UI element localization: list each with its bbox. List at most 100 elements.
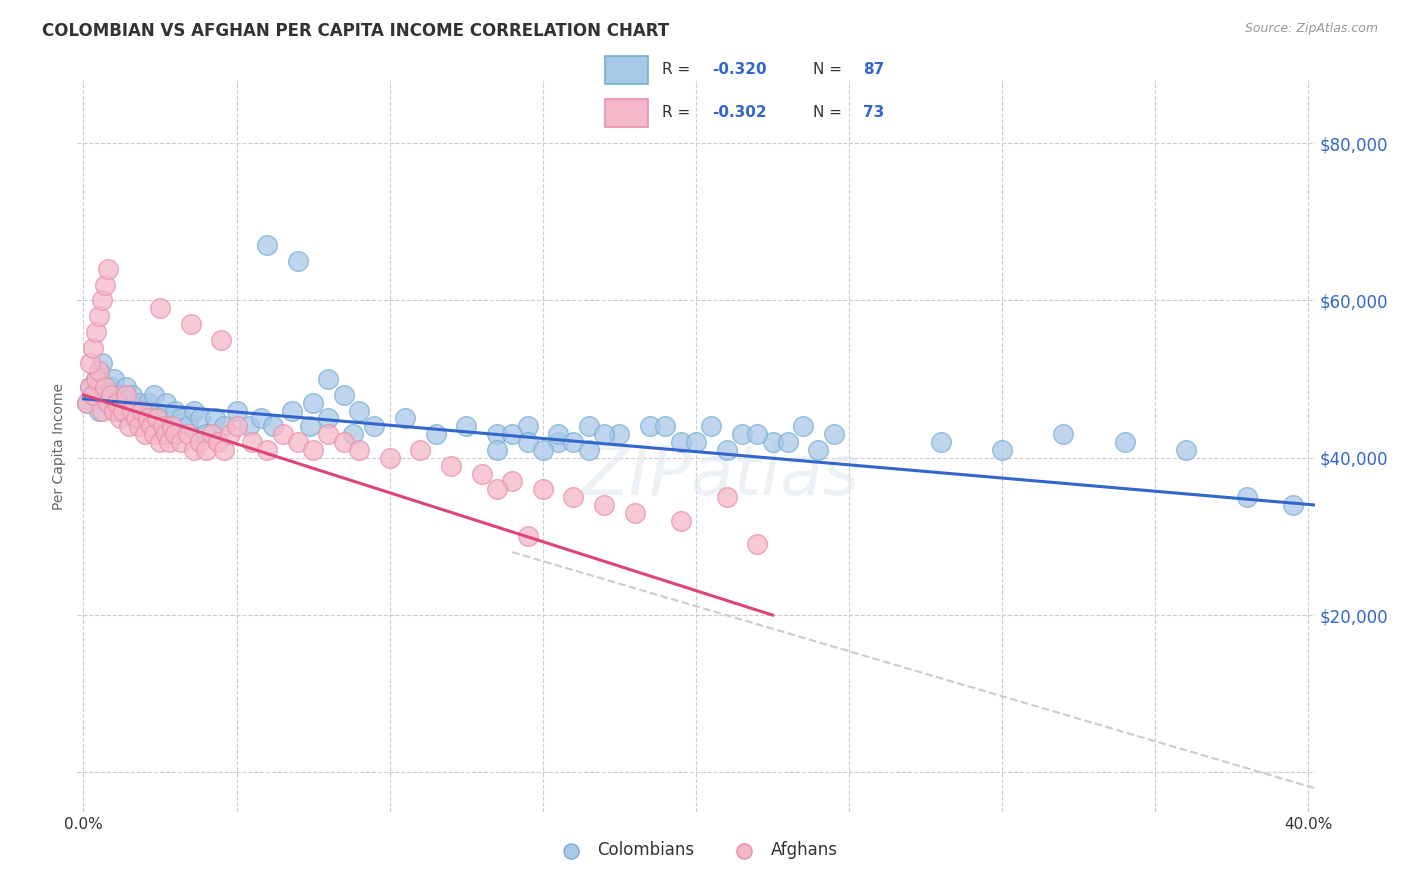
Point <box>1282 498 1305 512</box>
Point <box>165 403 187 417</box>
Point <box>225 403 247 417</box>
Point <box>823 427 845 442</box>
Point <box>440 458 463 473</box>
Point <box>318 372 340 386</box>
Text: R =: R = <box>662 62 696 78</box>
Point <box>136 396 159 410</box>
Point <box>547 435 569 450</box>
Point <box>1236 490 1258 504</box>
Point <box>204 411 226 425</box>
Point <box>485 482 508 496</box>
Point <box>152 419 174 434</box>
Point <box>654 419 676 434</box>
Point <box>115 388 138 402</box>
Point <box>238 419 260 434</box>
Point <box>79 380 101 394</box>
Point <box>747 427 769 442</box>
Point <box>139 419 162 434</box>
Point <box>194 442 217 457</box>
Point <box>124 411 146 425</box>
Point <box>776 435 799 450</box>
Point <box>131 403 153 417</box>
Point <box>347 403 370 417</box>
Point <box>638 419 661 434</box>
Point <box>170 411 193 425</box>
Point <box>112 403 135 417</box>
Point <box>991 442 1014 457</box>
Point <box>669 514 692 528</box>
Point <box>409 442 432 457</box>
Point <box>84 372 107 386</box>
Point <box>76 396 98 410</box>
Text: N =: N = <box>813 105 846 120</box>
Point <box>142 388 165 402</box>
Point <box>578 419 600 434</box>
Point <box>82 388 104 402</box>
Point <box>100 388 122 402</box>
Point <box>378 450 401 465</box>
Point <box>425 427 447 442</box>
Point <box>97 396 120 410</box>
Point <box>609 427 631 442</box>
Point <box>79 380 101 394</box>
Point <box>363 419 385 434</box>
Point <box>225 419 247 434</box>
Text: ZIPatlas: ZIPatlas <box>582 442 859 508</box>
Point <box>299 419 322 434</box>
Text: -0.302: -0.302 <box>713 105 768 120</box>
Point <box>149 411 172 425</box>
Point <box>87 310 110 324</box>
Point <box>183 442 205 457</box>
Point <box>180 317 202 331</box>
Point <box>100 380 122 394</box>
Point <box>136 411 159 425</box>
Point <box>716 442 738 457</box>
Point <box>149 435 172 450</box>
Point <box>146 411 169 425</box>
Point <box>112 396 135 410</box>
Point <box>716 490 738 504</box>
Point <box>94 277 117 292</box>
Point <box>103 372 125 386</box>
Text: 87: 87 <box>863 62 884 78</box>
Point <box>318 427 340 442</box>
Point <box>134 411 156 425</box>
Point <box>105 403 128 417</box>
Point <box>87 364 110 378</box>
Point <box>108 388 131 402</box>
Point <box>108 411 131 425</box>
Point <box>121 403 143 417</box>
Point <box>280 403 302 417</box>
Point <box>128 396 150 410</box>
Point <box>176 419 198 434</box>
Point <box>394 411 416 425</box>
Point <box>214 442 236 457</box>
Point <box>134 427 156 442</box>
Point <box>183 403 205 417</box>
Point <box>302 442 325 457</box>
Point <box>731 427 754 442</box>
Text: R =: R = <box>662 105 696 120</box>
Point <box>155 427 177 442</box>
Point <box>1175 442 1198 457</box>
Point <box>90 403 112 417</box>
Point <box>115 380 138 394</box>
Bar <box>605 56 648 84</box>
Point <box>685 435 707 450</box>
Point <box>485 442 508 457</box>
Point <box>456 419 478 434</box>
Point <box>82 388 104 402</box>
Point <box>342 427 364 442</box>
Point <box>82 341 104 355</box>
Point <box>1052 427 1074 442</box>
Point <box>94 388 117 402</box>
Point <box>747 537 769 551</box>
Point <box>97 262 120 277</box>
Point <box>103 403 125 417</box>
Point <box>333 388 356 402</box>
Point <box>929 435 952 450</box>
Point <box>155 396 177 410</box>
Point <box>162 419 184 434</box>
Point <box>84 372 107 386</box>
Point <box>128 419 150 434</box>
